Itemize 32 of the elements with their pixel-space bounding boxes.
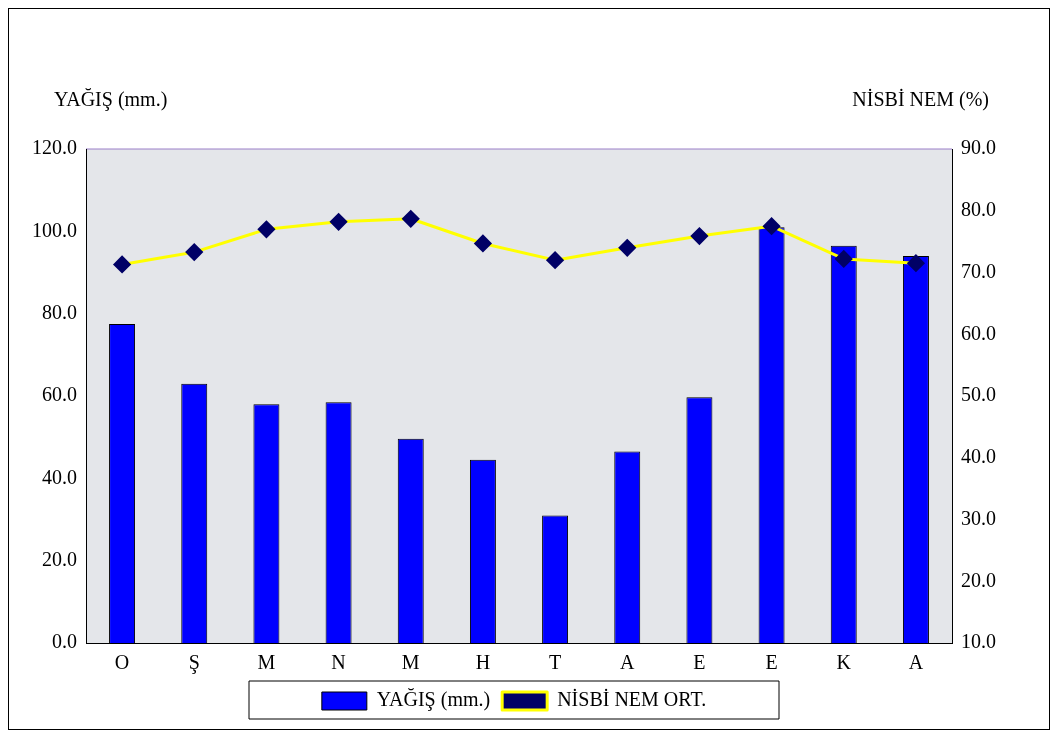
x-tick-label: A: [620, 651, 636, 674]
x-tick-label: K: [836, 651, 852, 674]
x-tick-label: N: [331, 651, 346, 674]
y2-tick-label: 80.0: [961, 198, 996, 220]
y2-tick-label: 20.0: [961, 568, 996, 591]
y2-tick-label: 40.0: [961, 445, 996, 467]
x-tick-label: E: [693, 651, 706, 674]
x-tick-label: T: [548, 651, 562, 674]
legend-label: NİSBİ NEM ORT.: [557, 688, 707, 711]
x-tick-label: M: [401, 651, 420, 674]
x-tick-label: E: [765, 651, 778, 674]
y-axis-title: YAĞIŞ (mm.): [54, 88, 168, 112]
y-tick-label: 0.0: [52, 630, 77, 653]
legend-label: YAĞIŞ (mm.): [376, 688, 491, 712]
y-tick-label: 120.0: [32, 136, 77, 159]
y-tick-label: 60.0: [42, 383, 77, 406]
y2-axis-title: NİSBİ NEM (%): [852, 88, 989, 112]
y2-tick-label: 60.0: [961, 321, 996, 344]
y2-tick-label: 70.0: [961, 259, 996, 282]
y-tick-label: 100.0: [32, 218, 77, 241]
x-tick-label: A: [908, 651, 924, 674]
x-tick-label: O: [114, 651, 130, 674]
y-tick-label: 80.0: [42, 300, 77, 323]
y-tick-label: 40.0: [42, 465, 77, 488]
y-tick-label: 20.0: [42, 547, 77, 570]
y2-tick-label: 30.0: [961, 506, 996, 529]
y2-tick-label: 10.0: [961, 630, 996, 653]
x-tick-label: H: [475, 651, 491, 674]
y2-tick-label: 50.0: [961, 383, 996, 406]
x-tick-label: M: [257, 651, 276, 674]
y2-tick-label: 90.0: [961, 136, 996, 159]
x-tick-label: Ş: [188, 651, 200, 675]
